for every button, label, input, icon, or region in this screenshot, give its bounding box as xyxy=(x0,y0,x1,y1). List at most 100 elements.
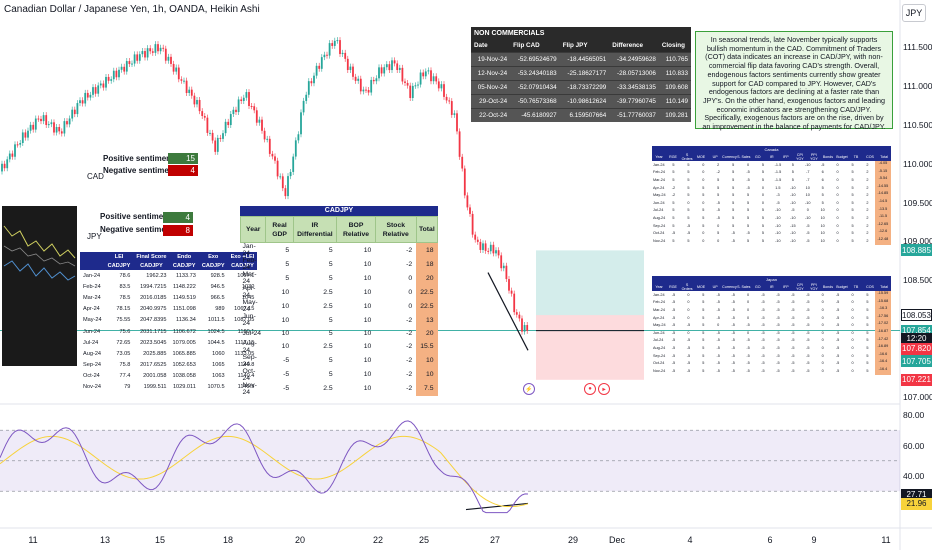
table-cell: 5 xyxy=(687,193,690,198)
lightning-icon[interactable]: ⚡ xyxy=(523,383,535,395)
table-cell: -52.69524679 xyxy=(510,51,560,66)
table-cell: -10 xyxy=(775,223,781,228)
cadjpy-header: IR Differential xyxy=(292,216,338,243)
mini-header: Year xyxy=(655,285,663,289)
candle xyxy=(461,156,464,169)
candle xyxy=(526,325,529,331)
table-cell: Feb-24 xyxy=(83,283,101,290)
table-cell: 2.5 xyxy=(323,343,333,351)
table-cell: Nov-24 xyxy=(653,368,666,373)
table-cell: -5 xyxy=(761,353,765,358)
table-cell: 1106.672 xyxy=(172,328,196,335)
table-row: Mar-24 78.5 2016.0185 1149.519 966.5 1045 xyxy=(80,292,257,303)
price-axis-label: 108.500 xyxy=(903,275,932,286)
table-row: May-24 10 2.5 10 0 22.5 xyxy=(241,299,438,313)
table-cell: 5 xyxy=(851,231,854,236)
candle xyxy=(196,99,198,105)
table-cell: 2.5 xyxy=(323,288,333,296)
candle xyxy=(300,112,302,135)
table-cell: 2 xyxy=(866,185,869,190)
table-cell: 1087.05 xyxy=(234,317,255,324)
table-cell: 5 xyxy=(821,200,824,205)
table-cell: -5 xyxy=(671,338,676,343)
commentary-note[interactable]: In seasonal trends, late November typica… xyxy=(695,31,893,131)
table-cell: Jun-24 xyxy=(83,328,101,335)
candle xyxy=(492,244,495,254)
candle xyxy=(523,325,526,332)
table-cell: 1045 xyxy=(241,294,255,301)
flag-icon[interactable]: ● xyxy=(584,383,596,395)
candle xyxy=(229,114,232,126)
table-cell: 5 xyxy=(791,170,794,175)
table-cell: 2001.058 xyxy=(143,373,167,380)
table-cell: -5 xyxy=(806,330,810,335)
table-cell: 5 xyxy=(851,193,854,198)
table-cell: 5 xyxy=(732,200,735,205)
candle xyxy=(380,67,383,74)
mini-table-title: Canada xyxy=(652,146,891,153)
play-icon[interactable]: ▸ xyxy=(598,383,610,395)
table-cell: 2040.9975 xyxy=(140,306,167,313)
table-cell: -45.6180927 xyxy=(510,107,560,122)
candle xyxy=(346,58,349,71)
table-cell: -5 xyxy=(835,300,840,305)
table-cell: 5 xyxy=(717,185,720,190)
table-row: May-24 75.55 2047.8395 1136.34 1011.5 1087.05 xyxy=(80,315,257,326)
lei-subheader xyxy=(80,261,105,270)
table-cell: 1136.34 xyxy=(176,317,196,324)
table-cell: -5 xyxy=(716,330,720,335)
table-cell: 0 xyxy=(851,353,854,358)
canada-table: Canada Year RGE S Orders MOE UP Currency S. Sal… xyxy=(652,146,891,245)
candle xyxy=(21,132,24,143)
table-cell: May-24 xyxy=(653,193,666,198)
mini-header: PPI YOY xyxy=(810,283,818,291)
table-cell: Oct-24 xyxy=(653,361,665,366)
table-cell: 5 xyxy=(866,345,869,350)
table-row: Feb-24 -5 0 5 -5 -5 0 -5 -5 -5 -5 0 -5 0 5 -15.68 xyxy=(652,298,891,307)
table-cell: 5 xyxy=(851,208,854,213)
table-cell: 7.5 xyxy=(416,381,438,396)
candle xyxy=(476,239,479,242)
table-cell: 5 xyxy=(702,323,705,328)
candle xyxy=(471,213,474,235)
table-row: Jun-24 -5 0 5 -5 -5 0 -5 -5 -5 -5 0 -5 0 5 -16.87 xyxy=(652,328,891,337)
candle xyxy=(505,265,508,280)
candle xyxy=(232,109,235,115)
table-cell: -5 xyxy=(835,338,840,343)
table-cell: 5 xyxy=(851,162,854,167)
table-cell: -5 xyxy=(776,330,780,335)
table-cell: -1.5 xyxy=(774,177,782,182)
table-cell: -17.02 xyxy=(874,321,891,329)
table-cell: 77.4 xyxy=(119,373,131,380)
rsi-line xyxy=(0,420,529,514)
candle xyxy=(138,54,141,61)
mini-header: GO xyxy=(755,155,761,159)
table-cell: 0 xyxy=(836,208,839,213)
table-cell: -5 xyxy=(716,300,720,305)
table-cell: -51.77760037 xyxy=(609,107,659,122)
table-cell: 5 xyxy=(687,208,690,213)
time-axis-label: 4 xyxy=(687,535,693,545)
table-row: Jun-24 10 5 10 -2 13 xyxy=(241,313,438,327)
table-cell: 0 xyxy=(821,330,824,335)
candle xyxy=(8,153,11,160)
table-cell: 0 xyxy=(747,315,750,320)
table-cell: -7 xyxy=(806,177,810,182)
table-cell: 0 xyxy=(851,323,854,328)
table-cell: -5 xyxy=(746,368,750,373)
table-cell: -5 xyxy=(283,357,290,365)
table-cell: 5 xyxy=(702,307,705,312)
table-cell: -25.18627177 xyxy=(559,65,610,80)
table-cell: 1007.1 xyxy=(237,272,255,279)
table-cell: 0 xyxy=(821,323,824,328)
table-cell: 0 xyxy=(821,353,824,358)
currency-button[interactable]: JPY xyxy=(902,4,926,22)
table-cell: 5 xyxy=(866,361,869,366)
table-row: Sep-24 75.8 2017.6525 1052.653 1065 1140.8 xyxy=(80,360,257,371)
candle xyxy=(141,51,144,55)
candle xyxy=(120,66,123,70)
table-cell: Oct-24 xyxy=(242,367,256,382)
table-cell: 0 xyxy=(702,238,705,243)
table-cell: Sep-24 xyxy=(83,362,102,369)
